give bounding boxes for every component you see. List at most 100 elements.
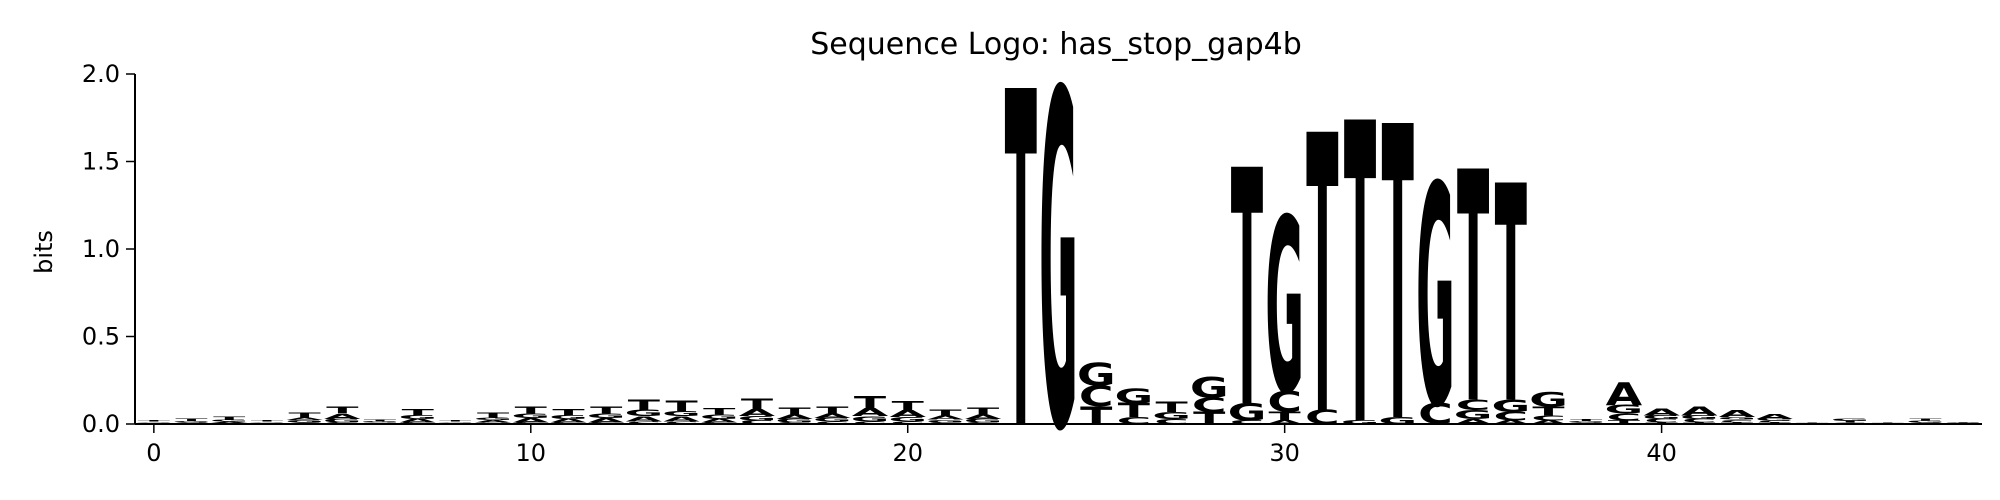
logo-letter-g-pos-5: G bbox=[323, 418, 362, 424]
logo-letter-t-pos-30: T bbox=[1269, 410, 1302, 424]
logo-letter-t-pos-35: T bbox=[1457, 107, 1489, 475]
logo-letter-t-pos-17: T bbox=[779, 406, 812, 417]
logo-letter-g-pos-30: G bbox=[1265, 167, 1304, 447]
logo-letter-c-pos-28: C bbox=[1192, 394, 1227, 416]
logo-letter-c-pos-38: C bbox=[1569, 422, 1604, 423]
logo-letter-g-pos-3: G bbox=[248, 421, 287, 422]
logo-letter-g-pos-12: G bbox=[587, 412, 626, 419]
logo-letter-a-pos-20: A bbox=[889, 408, 926, 419]
logo-letter-t-pos-3: T bbox=[251, 420, 284, 422]
logo-letter-t-pos-45: T bbox=[1834, 420, 1866, 423]
logo-letter-g-pos-47: G bbox=[1906, 420, 1945, 423]
logo-letter-g-pos-36: G bbox=[1491, 397, 1530, 416]
logo-letter-t-pos-33: T bbox=[1382, 42, 1414, 500]
logo-letter-t-pos-21: T bbox=[929, 409, 961, 419]
x-tick-label: 0 bbox=[146, 439, 161, 467]
logo-letter-c-pos-30: C bbox=[1267, 386, 1302, 419]
logo-letter-t-pos-22: T bbox=[967, 406, 1000, 417]
logo-letter-c-pos-45: C bbox=[1833, 422, 1868, 423]
logo-letter-g-pos-48: G bbox=[1944, 422, 1983, 423]
logo-letter-t-pos-32: T bbox=[1344, 38, 1376, 500]
logo-letter-a-pos-9: A bbox=[475, 419, 512, 423]
logo-letter-a-pos-41: A bbox=[1681, 404, 1718, 418]
logo-letter-t-pos-44: T bbox=[1796, 422, 1829, 423]
logo-letter-a-pos-40: A bbox=[1643, 407, 1680, 418]
logo-letter-t-pos-25: T bbox=[1080, 402, 1113, 430]
logo-letter-c-pos-29: C bbox=[1230, 420, 1265, 426]
logo-letter-c-pos-39: C bbox=[1607, 412, 1642, 423]
logo-letter-g-pos-4: G bbox=[285, 419, 324, 423]
logo-letter-c-pos-18: C bbox=[815, 421, 850, 425]
chart-title: Sequence Logo: has_stop_gap4b bbox=[810, 27, 1302, 62]
logo-letter-g-pos-2: G bbox=[210, 419, 249, 422]
logo-letter-t-pos-37: T bbox=[1532, 404, 1565, 418]
logo-letter-g-pos-29: G bbox=[1228, 398, 1267, 426]
logo-letter-t-pos-8: T bbox=[439, 420, 472, 422]
logo-letter-g-pos-25: G bbox=[1077, 357, 1116, 393]
logo-letter-a-pos-15: A bbox=[701, 418, 738, 424]
logo-letter-t-pos-16: T bbox=[741, 396, 773, 412]
logo-letter-g-pos-39: G bbox=[1605, 403, 1644, 417]
logo-letter-g-pos-22: G bbox=[964, 418, 1003, 424]
x-tick-label: 10 bbox=[516, 439, 547, 467]
logo-letter-g-pos-26: G bbox=[1115, 385, 1154, 407]
logo-letter-a-pos-35: A bbox=[1455, 417, 1492, 425]
logo-letter-t-pos-39: T bbox=[1608, 420, 1640, 426]
logo-letter-a-pos-39: A bbox=[1606, 377, 1643, 413]
logo-letter-g-pos-10: G bbox=[511, 412, 550, 419]
logo-letter-t-pos-29: T bbox=[1231, 102, 1263, 480]
logo-letter-c-pos-13: C bbox=[627, 421, 662, 425]
logo-letter-g-pos-11: G bbox=[549, 414, 588, 420]
logo-letter-a-pos-19: A bbox=[852, 406, 889, 419]
logo-letter-t-pos-0: T bbox=[138, 420, 171, 422]
x-tick-label: 20 bbox=[892, 439, 923, 467]
logo-letter-a-pos-14: A bbox=[663, 415, 700, 423]
logo-letter-g-pos-33: G bbox=[1378, 415, 1417, 426]
logo-letter-c-pos-43: C bbox=[1757, 420, 1792, 423]
logo-letter-g-pos-19: G bbox=[851, 415, 890, 423]
logo-letter-a-pos-18: A bbox=[814, 412, 851, 419]
logo-letter-a-pos-5: A bbox=[324, 412, 361, 420]
logo-letter-c-pos-42: C bbox=[1720, 419, 1755, 423]
axes: 0.0 0.5 1.0 1.5 2.0 0 10 20 30 40 bbox=[82, 60, 1982, 467]
logo-letter-t-pos-23: T bbox=[1005, 0, 1037, 500]
logo-letter-c-pos-16: C bbox=[740, 420, 775, 426]
y-tick-label: 2.0 bbox=[82, 60, 120, 88]
logo-letter-g-pos-8: G bbox=[436, 421, 475, 422]
logo-letter-a-pos-7: A bbox=[399, 418, 436, 424]
logo-letter-g-pos-34: G bbox=[1416, 124, 1455, 476]
logo-letter-t-pos-18: T bbox=[816, 405, 849, 416]
logo-letter-g-pos-21: G bbox=[926, 419, 965, 423]
logo-letter-a-pos-30: A bbox=[1266, 420, 1303, 426]
logo-letter-c-pos-20: C bbox=[890, 421, 925, 425]
y-tick-label: 1.0 bbox=[82, 235, 120, 263]
logo-letter-t-pos-46: T bbox=[1872, 422, 1905, 423]
logo-letter-t-pos-1: T bbox=[175, 418, 207, 422]
x-tick-label: 30 bbox=[1269, 439, 1300, 467]
logo-letter-t-pos-5: T bbox=[326, 405, 359, 416]
logo-letter-a-pos-10: A bbox=[513, 417, 550, 424]
logo-letter-g-pos-28: G bbox=[1190, 372, 1229, 405]
logo-letter-a-pos-4: A bbox=[286, 417, 323, 421]
logo-letter-t-pos-14: T bbox=[665, 398, 697, 414]
logo-letter-a-pos-42: A bbox=[1719, 408, 1756, 419]
logo-letter-t-pos-10: T bbox=[515, 405, 548, 416]
logo-letter-c-pos-3: C bbox=[250, 422, 285, 423]
logo-letter-g-pos-0: G bbox=[134, 421, 173, 422]
logo-letter-a-pos-43: A bbox=[1756, 412, 1793, 420]
logo-letter-a-pos-13: A bbox=[626, 415, 663, 423]
logo-letter-g-pos-13: G bbox=[624, 409, 663, 419]
logo-letter-t-pos-9: T bbox=[477, 411, 509, 419]
logo-letter-c-pos-25: C bbox=[1079, 381, 1114, 414]
logo-letter-c-pos-1: C bbox=[174, 422, 209, 423]
logo-letter-a-pos-21: A bbox=[927, 415, 964, 421]
logo-letter-c-pos-8: C bbox=[438, 422, 473, 423]
logo-letter-g-pos-37: G bbox=[1529, 389, 1568, 411]
logo-letter-t-pos-4: T bbox=[289, 411, 321, 419]
logo-letter-c-pos-14: C bbox=[664, 421, 699, 425]
logo-letter-c-pos-37: C bbox=[1531, 414, 1566, 422]
logo-letter-c-pos-36: C bbox=[1493, 410, 1528, 424]
logo-letter-t-pos-26: T bbox=[1118, 399, 1151, 421]
y-tick-label: 1.5 bbox=[82, 148, 120, 176]
logo-letter-t-pos-7: T bbox=[402, 408, 434, 418]
